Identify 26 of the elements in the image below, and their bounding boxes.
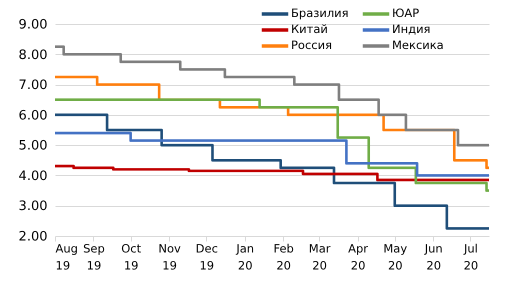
- x-tick-label: Feb 20: [273, 242, 294, 272]
- x-tick-label: May 20: [383, 242, 408, 272]
- y-tick-label: 4.00: [18, 168, 48, 184]
- x-tick-label: Mar 20: [308, 242, 331, 272]
- x-tick-label: Dec 19: [196, 242, 218, 272]
- x-tick-label: Jan 20: [235, 242, 254, 272]
- x-tick-label: Apr 20: [348, 242, 368, 272]
- legend-label: Бразилия: [291, 6, 349, 20]
- y-tick-label: 7.00: [18, 78, 48, 94]
- x-tick-label: Jun 20: [424, 242, 443, 272]
- x-tick-label: Jul 20: [462, 242, 478, 272]
- x-tick-label: Aug 19: [56, 242, 78, 272]
- legend-label: Россия: [291, 38, 332, 52]
- legend-label: Индия: [392, 22, 430, 36]
- x-tick-label: Sep 19: [83, 242, 105, 272]
- y-tick-label: 5.00: [18, 138, 48, 154]
- x-tick-label: Nov 19: [158, 242, 181, 272]
- legend-label: Китай: [291, 22, 328, 36]
- y-tick-label: 6.00: [18, 108, 48, 124]
- x-tick-label: Oct 19: [121, 242, 142, 272]
- legend-label: Мексика: [392, 38, 444, 52]
- y-tick-label: 8.00: [18, 48, 48, 63]
- legend-label: ЮАР: [392, 6, 420, 20]
- y-tick-label: 9.00: [18, 18, 48, 32]
- y-tick-label: 2.00: [18, 230, 48, 244]
- y-tick-label: 3.00: [18, 199, 48, 214]
